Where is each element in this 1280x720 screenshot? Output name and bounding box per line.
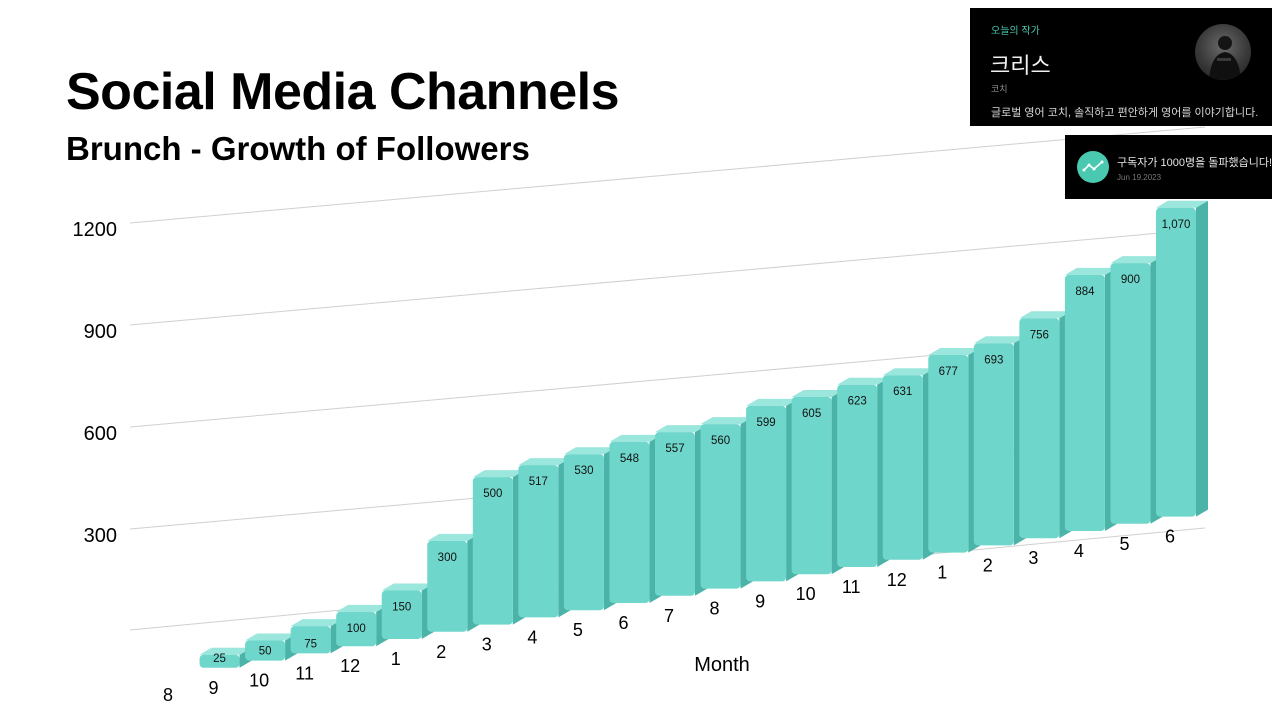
author-card[interactable]: 오늘의 작가 크리스 코치 글로벌 영어 코치, 솔직하고 편안하게 영어를 이… bbox=[970, 8, 1272, 126]
data-label: 677 bbox=[939, 366, 958, 378]
x-tick-label: 3 bbox=[482, 635, 492, 655]
x-tick-label: 10 bbox=[796, 584, 816, 604]
author-card-eyebrow: 오늘의 작가 bbox=[991, 22, 1040, 37]
y-axis-ticks: 300 600 900 1200 bbox=[73, 219, 118, 547]
bar bbox=[1156, 208, 1196, 517]
bar bbox=[974, 343, 1014, 545]
x-axis-label: Month bbox=[694, 654, 750, 676]
author-name: 크리스 bbox=[990, 48, 1051, 80]
x-tick-label: 8 bbox=[710, 599, 720, 619]
person-icon bbox=[1195, 24, 1251, 80]
x-tick-label: 9 bbox=[755, 591, 765, 611]
bar bbox=[928, 355, 968, 553]
bar bbox=[701, 424, 741, 588]
bars bbox=[200, 201, 1208, 668]
data-label: 517 bbox=[529, 476, 548, 488]
bar bbox=[1110, 263, 1150, 524]
data-label: 75 bbox=[304, 638, 317, 650]
x-tick-label: 3 bbox=[1028, 548, 1038, 568]
bar bbox=[1065, 275, 1105, 531]
y-tick-label: 600 bbox=[84, 423, 117, 445]
x-tick-label: 4 bbox=[1074, 541, 1084, 561]
author-role: 코치 bbox=[991, 82, 1008, 95]
x-tick-label: 9 bbox=[209, 678, 219, 698]
x-tick-label: 12 bbox=[340, 656, 360, 676]
data-label: 548 bbox=[620, 453, 639, 465]
data-label: 599 bbox=[756, 417, 775, 429]
data-label: 500 bbox=[483, 488, 502, 500]
data-label: 623 bbox=[848, 396, 867, 408]
x-tick-label: 2 bbox=[983, 555, 993, 575]
data-label: 693 bbox=[984, 354, 1003, 366]
data-label: 884 bbox=[1075, 286, 1095, 298]
data-label: 1,070 bbox=[1162, 219, 1191, 231]
bar-side bbox=[1196, 201, 1208, 517]
x-tick-label: 5 bbox=[573, 620, 583, 640]
y-tick-label: 300 bbox=[84, 525, 117, 547]
data-label: 557 bbox=[665, 443, 684, 455]
data-label: 300 bbox=[438, 552, 457, 564]
milestone-date: Jun 19.2023 bbox=[1117, 173, 1161, 182]
x-tick-label: 12 bbox=[887, 570, 907, 590]
bar bbox=[837, 385, 877, 567]
milestone-message: 구독자가 1000명을 돌파했습니다! bbox=[1117, 154, 1272, 170]
growth-chart-icon bbox=[1077, 151, 1109, 183]
x-tick-label: 7 bbox=[664, 606, 674, 626]
x-tick-label: 2 bbox=[436, 642, 446, 662]
x-tick-label: 1 bbox=[391, 649, 401, 669]
x-tick-label: 10 bbox=[249, 671, 269, 691]
x-tick-label: 11 bbox=[295, 663, 314, 683]
y-tick-label: 900 bbox=[84, 321, 117, 343]
milestone-badge[interactable]: 구독자가 1000명을 돌파했습니다! Jun 19.2023 bbox=[1065, 135, 1272, 199]
page-subtitle: Brunch - Growth of Followers bbox=[66, 132, 530, 165]
x-tick-label: 8 bbox=[163, 685, 173, 705]
x-tick-label: 6 bbox=[1165, 527, 1175, 547]
y-tick-label: 1200 bbox=[73, 219, 118, 241]
data-label: 900 bbox=[1121, 274, 1140, 286]
gridline bbox=[130, 229, 1205, 325]
data-label: 530 bbox=[574, 465, 593, 477]
x-tick-label: 4 bbox=[527, 627, 537, 647]
page-title: Social Media Channels bbox=[66, 66, 619, 118]
data-label: 560 bbox=[711, 435, 730, 447]
avatar bbox=[1195, 24, 1251, 80]
bar bbox=[746, 406, 786, 582]
bar bbox=[382, 591, 422, 639]
data-label: 756 bbox=[1030, 329, 1049, 341]
data-label: 50 bbox=[259, 646, 272, 658]
bar bbox=[1019, 318, 1059, 538]
bar bbox=[609, 442, 649, 603]
bar bbox=[883, 375, 923, 560]
data-label: 100 bbox=[347, 623, 366, 635]
bar bbox=[564, 454, 604, 610]
author-description: 글로벌 영어 코치, 솔직하고 편안하게 영어를 이야기합니다. bbox=[991, 104, 1258, 120]
x-tick-label: 6 bbox=[618, 613, 628, 633]
data-label: 605 bbox=[802, 408, 821, 420]
x-tick-label: 11 bbox=[842, 577, 861, 597]
data-label: 25 bbox=[213, 653, 226, 665]
data-label: 150 bbox=[392, 602, 411, 614]
bar bbox=[655, 432, 695, 596]
bar bbox=[792, 397, 832, 574]
x-tick-label: 1 bbox=[937, 563, 947, 583]
data-label: 631 bbox=[893, 386, 912, 398]
x-tick-label: 5 bbox=[1119, 534, 1129, 554]
